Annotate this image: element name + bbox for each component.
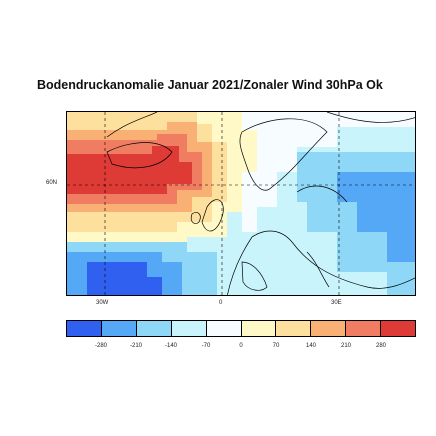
coast-iberia bbox=[241, 261, 268, 291]
coastlines bbox=[106, 112, 415, 295]
coast-iceland bbox=[106, 142, 173, 169]
legend-swatch bbox=[346, 321, 382, 336]
field-mid-blue-east bbox=[337, 172, 415, 262]
legend-tick-label: 210 bbox=[340, 343, 352, 349]
legend-tick-label: 140 bbox=[305, 343, 317, 349]
legend-swatch bbox=[171, 321, 207, 336]
field-near-white bbox=[242, 112, 415, 232]
legend-swatch bbox=[311, 321, 347, 336]
coast-british-isles bbox=[201, 199, 224, 232]
coast-ireland bbox=[190, 212, 201, 224]
coast-baltic bbox=[296, 185, 348, 203]
pressure-anomaly-field bbox=[67, 112, 415, 295]
coast-italy bbox=[306, 251, 330, 288]
lon-label-30w: 30W bbox=[96, 300, 109, 306]
map-title: Bodendruckanomalie Januar 2021/Zonaler W… bbox=[0, 77, 436, 95]
legend-tick-label: -210 bbox=[129, 343, 143, 349]
lon-label-30e: 30E bbox=[331, 300, 342, 306]
legend-tick-label: -280 bbox=[94, 343, 108, 349]
field-deep-blue-south bbox=[87, 262, 162, 295]
legend-tick-label: -70 bbox=[201, 343, 211, 349]
legend-swatch bbox=[276, 321, 312, 336]
coast-arctic bbox=[326, 112, 415, 123]
legend-swatch bbox=[206, 321, 242, 336]
coast-greenland bbox=[106, 112, 158, 138]
lat-label-60n: 60N bbox=[46, 180, 58, 186]
coast-scandinavia bbox=[239, 118, 328, 191]
field-red bbox=[67, 146, 192, 194]
color-legend-bar bbox=[66, 320, 416, 337]
map-title-text: Bodendruckanomalie Januar 2021/Zonaler W… bbox=[37, 78, 383, 92]
lon-label-0: 0 bbox=[219, 300, 223, 306]
coast-continent-south bbox=[227, 230, 415, 295]
anomaly-map bbox=[66, 111, 416, 296]
legend-swatch bbox=[381, 321, 416, 336]
legend-tick-label: 280 bbox=[375, 343, 387, 349]
legend-tick-label: 0 bbox=[239, 343, 243, 349]
legend-swatch bbox=[136, 321, 172, 336]
legend-swatch bbox=[67, 321, 102, 336]
legend-swatch bbox=[101, 321, 137, 336]
legend-tick-label: -140 bbox=[164, 343, 178, 349]
legend-tick-label: 70 bbox=[272, 343, 280, 349]
legend-swatch bbox=[241, 321, 277, 336]
anomaly-map-canvas bbox=[67, 112, 415, 295]
graticule bbox=[67, 112, 415, 295]
